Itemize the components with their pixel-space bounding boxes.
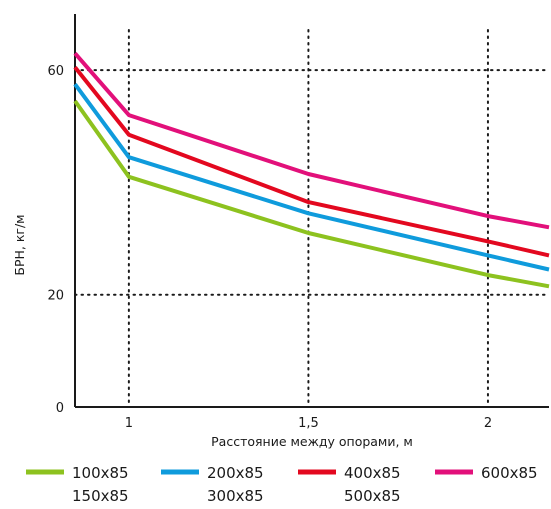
legend-label-150x85: 150x85 (72, 487, 129, 505)
x-axis-label: Расстояние между опорами, м (211, 434, 413, 449)
axes (74, 14, 549, 408)
series-line-600x85 (73, 51, 550, 230)
legend-label-500x85: 500x85 (344, 487, 401, 505)
legend: 100x85 150x85 200x85 300x85 400x85 500x85 600x… (26, 464, 538, 505)
x-tick-label-0: 1 (125, 416, 133, 431)
series-line-200x85 (73, 83, 550, 272)
x-tick-label-2: 2 (484, 416, 492, 431)
y-tick-label-2: 60 (47, 64, 64, 79)
y-tick-label-0: 0 (56, 401, 64, 416)
series-line-100x85 (73, 99, 550, 289)
x-tick-label-1: 1,5 (298, 416, 319, 431)
legend-label-400x85: 400x85 (344, 464, 401, 482)
series-lines (73, 51, 550, 289)
legend-label-300x85: 300x85 (207, 487, 264, 505)
grid-lines (74, 29, 550, 408)
legend-label-200x85: 200x85 (207, 464, 264, 482)
legend-label-100x85: 100x85 (72, 464, 129, 482)
series-line-400x85 (73, 66, 550, 258)
legend-label-600x85: 600x85 (481, 464, 538, 482)
tick-labels: 0 20 60 1 1,5 2 (47, 64, 492, 431)
y-axis-label: БРН, кг/м (12, 214, 27, 275)
y-tick-label-1: 20 (47, 289, 64, 304)
